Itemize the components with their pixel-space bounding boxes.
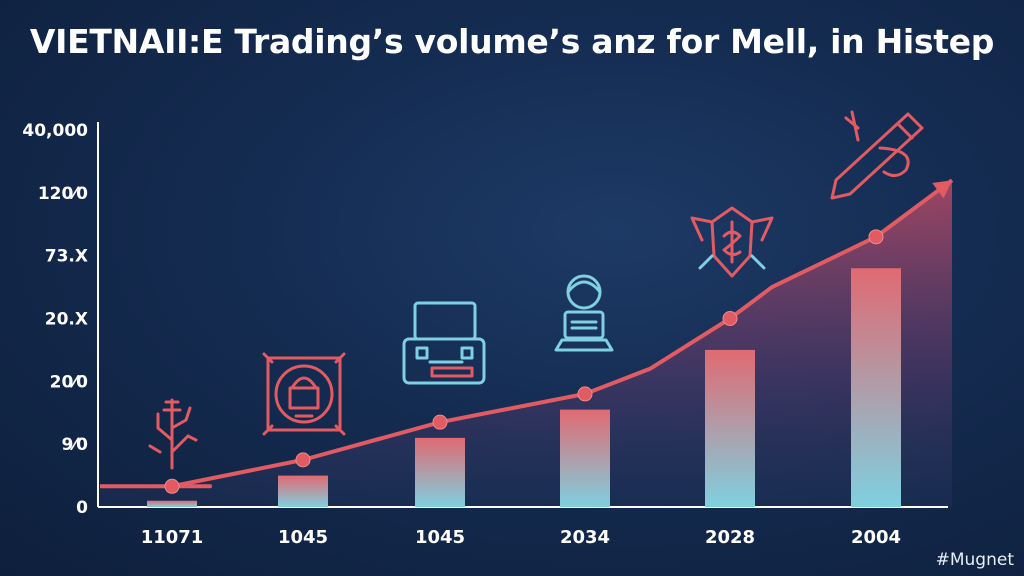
- shield-emblem-icon: [690, 206, 774, 278]
- watermark: #Mugnet: [935, 550, 1014, 570]
- person-laptop-icon: [554, 274, 614, 352]
- y-tick-label: 120⁄0: [38, 184, 88, 204]
- y-tick-label: 73.X: [45, 247, 88, 267]
- trend-arrowhead: [932, 180, 952, 199]
- y-tick-label: 0: [76, 498, 88, 518]
- bar: [705, 349, 755, 507]
- plant-icon: [148, 398, 198, 470]
- line-point: [577, 386, 593, 402]
- axis-layer: [97, 122, 948, 508]
- chart-title: VIETNAII:E Trading’s volume’s anz for Me…: [29, 22, 995, 61]
- padlock-icon: [262, 352, 346, 436]
- x-tick-label: 1045: [415, 527, 465, 548]
- area-fill-layer: [100, 180, 952, 507]
- point-layer: [164, 229, 884, 494]
- x-tick-label: 2034: [560, 527, 610, 548]
- y-tick-label: 20.X: [45, 310, 88, 330]
- area-fill: [100, 180, 952, 507]
- bar: [278, 475, 328, 507]
- line-point: [722, 311, 738, 326]
- x-tick-label: 2028: [705, 527, 755, 548]
- bar: [851, 268, 901, 507]
- line-point: [432, 414, 448, 430]
- bar-layer: [147, 268, 901, 507]
- x-tick-label: 2004: [851, 527, 901, 548]
- bar: [560, 409, 610, 507]
- y-tick-label: 40,000: [22, 121, 88, 141]
- x-tick-layer: 11071 1045 1045 2034 2028 2004: [141, 527, 901, 548]
- y-tick-layer: 0 9⁄0 20⁄0 20.X 73.X 120⁄0 40,000: [22, 121, 88, 518]
- x-tick-label: 1045: [278, 527, 328, 548]
- y-tick-label: 20⁄0: [50, 372, 88, 392]
- line-point: [868, 229, 884, 245]
- x-tick-label: 11071: [141, 527, 204, 548]
- line-point: [164, 478, 180, 494]
- bar: [415, 437, 465, 507]
- y-tick-label: 9⁄0: [62, 435, 89, 455]
- pencil-icon: [830, 110, 924, 200]
- line-point: [295, 452, 311, 468]
- radio-icon: [402, 301, 486, 385]
- bar: [147, 500, 197, 507]
